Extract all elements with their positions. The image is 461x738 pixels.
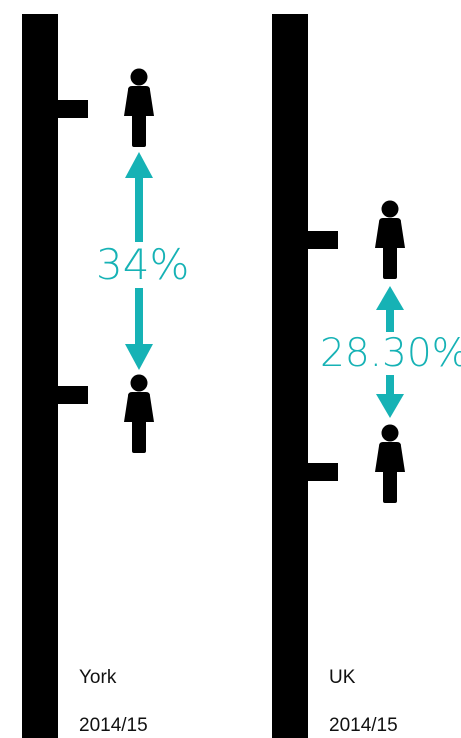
york-label: York: [79, 667, 117, 688]
uk-label: UK: [329, 667, 356, 688]
uk-lower-tick: [308, 463, 338, 481]
uk-upper-person-icon: [375, 200, 405, 279]
york-gap-percentage: 34%: [96, 240, 190, 289]
uk-vertical-bar: [272, 14, 308, 738]
york-vertical-bar: [22, 14, 58, 738]
york-lower-tick: [58, 386, 88, 404]
york-year: 2014/15: [79, 715, 148, 736]
york-lower-person-icon: [124, 374, 154, 453]
york-upper-tick: [58, 100, 88, 118]
uk-year: 2014/15: [329, 715, 398, 736]
york-upper-person-icon: [124, 68, 154, 147]
uk-lower-person-icon: [375, 424, 405, 503]
uk-gap-percentage: 28.30%: [320, 331, 461, 376]
uk-upper-tick: [308, 231, 338, 249]
